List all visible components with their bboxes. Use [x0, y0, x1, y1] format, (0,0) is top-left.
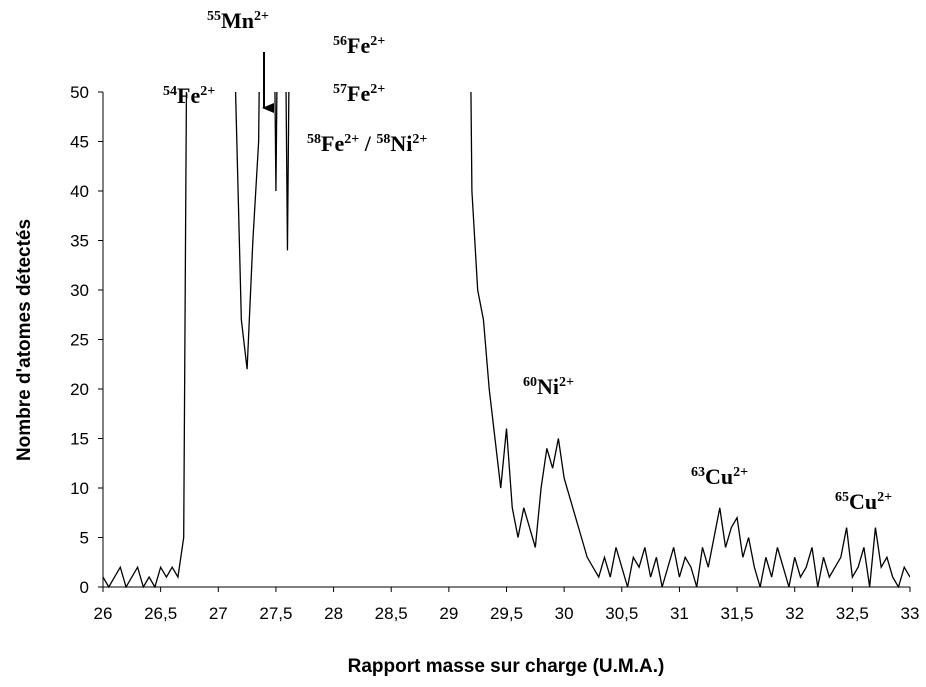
x-tick-label: 26	[94, 604, 113, 623]
annotation: 65Cu2+	[835, 489, 892, 514]
annotation: 63Cu2+	[691, 464, 748, 489]
annotation-text: Ni	[390, 131, 412, 156]
annotation-sup: 2+	[370, 82, 385, 97]
annotation-sup: 2+	[559, 375, 574, 390]
y-tick-label: 35	[70, 232, 89, 251]
x-tick-label: 29,5	[490, 604, 523, 623]
annotation-text: /	[359, 131, 376, 156]
annotation: 60Ni2+	[523, 374, 574, 399]
annotation-sup: 57	[333, 82, 347, 97]
annotation: 55Mn2+	[207, 8, 269, 33]
annotation-sup: 2+	[344, 132, 359, 147]
y-tick-label: 50	[70, 83, 89, 102]
x-tick-label: 28	[324, 604, 343, 623]
annotation: 58Fe2+ / 58Ni2+	[307, 131, 427, 156]
y-tick-label: 10	[70, 479, 89, 498]
x-tick-label: 26,5	[144, 604, 177, 623]
y-tick-label: 15	[70, 430, 89, 449]
y-tick-label: 25	[70, 331, 89, 350]
annotation-text: Fe	[321, 131, 344, 156]
annotation-sup: 2+	[412, 132, 427, 147]
y-axis-title: Nombre d'atomes détectés	[14, 219, 35, 461]
x-tick-label: 30	[555, 604, 574, 623]
annotation-text: Fe	[347, 33, 370, 58]
x-tick-label: 31	[670, 604, 689, 623]
annotation-sup: 2+	[877, 490, 892, 505]
x-tick-label: 27	[209, 604, 228, 623]
annotation-sup: 56	[333, 34, 347, 49]
annotation-text: Cu	[705, 464, 733, 489]
annotation-sup: 2+	[200, 84, 215, 99]
annotation-sup: 65	[835, 490, 849, 505]
annotation-sup: 58	[307, 132, 321, 147]
y-tick-label: 0	[80, 578, 89, 597]
x-tick-label: 31,5	[721, 604, 754, 623]
y-tick-label: 40	[70, 182, 89, 201]
x-tick-label: 28,5	[375, 604, 408, 623]
annotation-text: Fe	[177, 83, 200, 108]
annotation-text: Cu	[849, 489, 877, 514]
annotation-sup: 2+	[733, 465, 748, 480]
y-tick-label: 30	[70, 281, 89, 300]
x-tick-label: 29	[439, 604, 458, 623]
annotation-sup: 55	[207, 9, 221, 24]
x-tick-label: 33	[901, 604, 920, 623]
x-tick-label: 27,5	[259, 604, 292, 623]
x-axis-title: Rapport masse sur charge (U.M.A.)	[348, 656, 665, 677]
annotation-sup: 54	[163, 84, 177, 99]
annotation-text: Mn	[221, 8, 254, 33]
x-tick-label: 30,5	[605, 604, 638, 623]
annotation-sup: 60	[523, 375, 537, 390]
x-tick-label: 32	[785, 604, 804, 623]
x-tick-label: 32,5	[836, 604, 869, 623]
annotation-sup: 2+	[254, 9, 269, 24]
annotation: 57Fe2+	[333, 81, 385, 106]
annotation: 54Fe2+	[163, 83, 215, 108]
y-tick-label: 5	[80, 529, 89, 548]
annotation-sup: 63	[691, 465, 705, 480]
spectrum-line	[103, 92, 910, 588]
annotation-text: Fe	[347, 81, 370, 106]
y-tick-label: 45	[70, 133, 89, 152]
annotation-text: Ni	[537, 374, 559, 399]
annotation-sup: 2+	[370, 34, 385, 49]
y-tick-label: 20	[70, 380, 89, 399]
annotation-sup: 58	[376, 132, 390, 147]
annotation: 56Fe2+	[333, 33, 385, 58]
